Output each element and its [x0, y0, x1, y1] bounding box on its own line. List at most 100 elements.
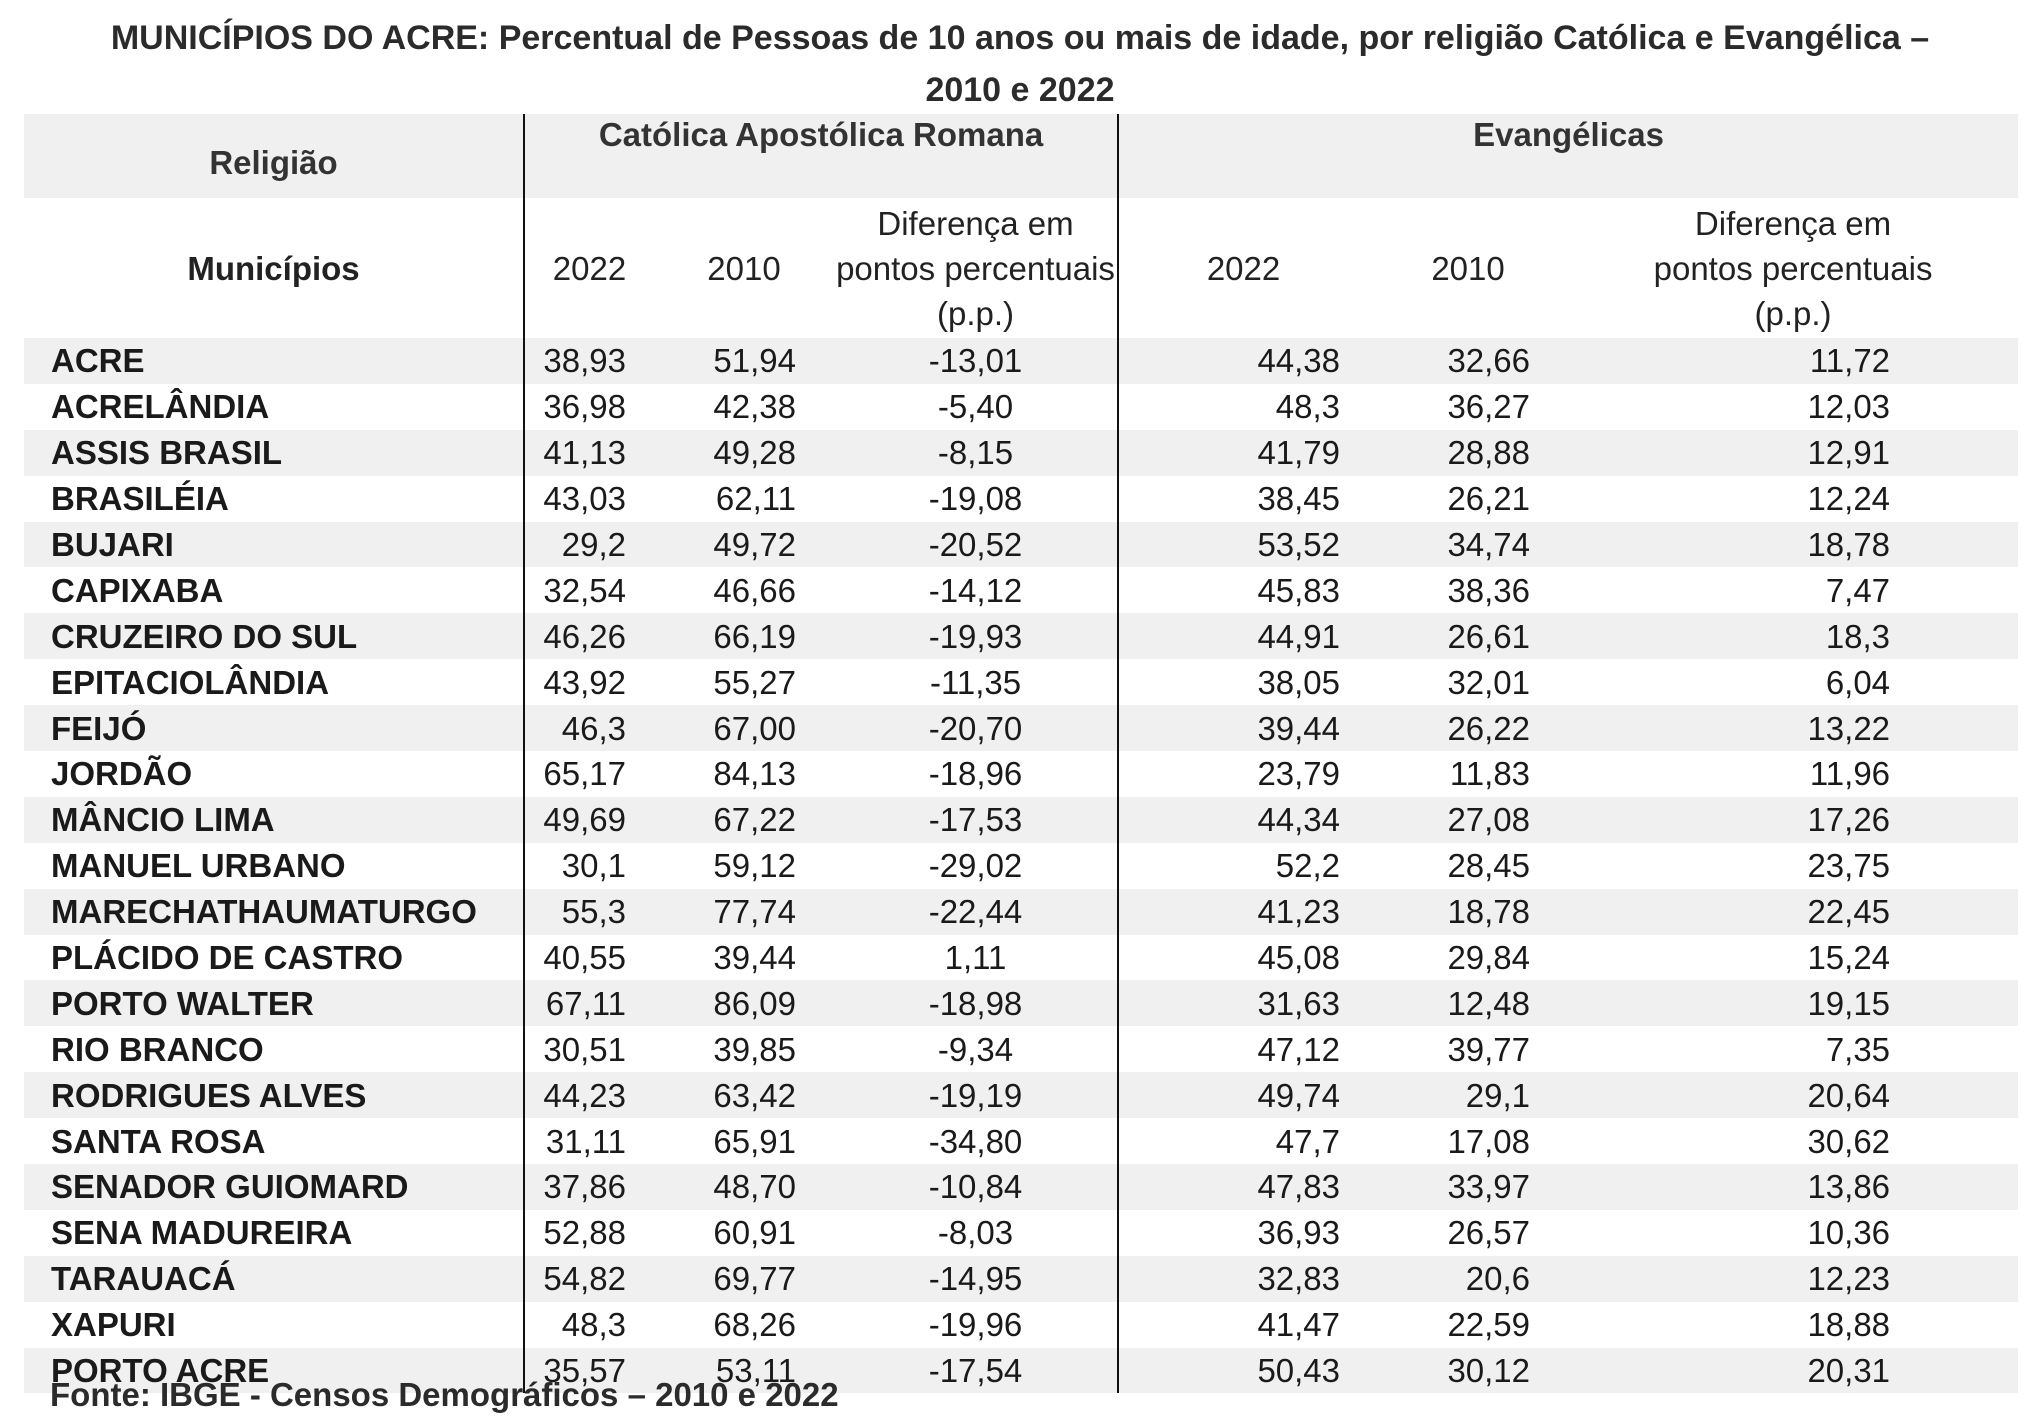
evangelicas-diff-cell: 12,24	[1807, 480, 1891, 518]
table-row: BRASILÉIA 43,03 62,11 -19,08 38,45 26,21 12,24	[24, 475, 2018, 522]
municipio-name: SENADOR GUIOMARD	[24, 1164, 524, 1210]
evangelicas-diff-header: Diferença em pontos percentuais (p.p.)	[1568, 198, 2018, 338]
table-row: CRUZEIRO DO SUL 46,26 66,19 -19,93 44,91 26,6…	[24, 613, 2019, 660]
religiao-header: Religião	[24, 114, 524, 198]
diff-header-line-1: Diferença em	[1694, 204, 1892, 242]
catolica-2022-cell: 43,92	[523, 659, 654, 706]
evangelicas-2022-cell: 23,79	[1117, 751, 1369, 797]
evangelicas-diff-cell: 10,36	[1807, 1214, 1891, 1252]
table-row: MANUEL URBANO 30,1 59,12 -29,02 52,2 28,45 23,…	[24, 842, 2018, 889]
catolica-2022-cell: 44,23	[523, 1072, 654, 1119]
evangelicas-2022-cell: 52,2	[1117, 842, 1369, 889]
municipio-name: CAPIXABA	[51, 571, 224, 609]
evangelicas-2010-cell: 29,1	[1368, 1072, 1569, 1119]
catolica-2010-cell: 46,66	[713, 571, 796, 609]
catolica-diff-cell: -9,34	[937, 1030, 1014, 1068]
evangelicas-diff-cell: 13,22	[1568, 705, 2019, 752]
table-row: PLÁCIDO DE CASTRO 40,55 39,44 1,11 45,08 29,8…	[24, 934, 2018, 981]
catolica-2022-cell: 30,51	[523, 1026, 654, 1073]
evangelicas-2010-cell: 12,48	[1368, 980, 1569, 1027]
evangelicas-2022-cell: 36,93	[1117, 1209, 1369, 1256]
table-row: PORTO ACRE 35,57 53,11 -17,54 50,43 30,12 20,3…	[24, 1347, 2019, 1394]
evangelicas-2022-cell: 38,45	[1117, 475, 1369, 522]
municipio-name: PORTO WALTER	[24, 980, 524, 1027]
catolica-2010-cell: 49,72	[654, 521, 834, 568]
catolica-diff-cell: -10,84	[834, 1164, 1119, 1210]
catolica-2022-cell: 54,82	[523, 1255, 654, 1302]
catolica-2022-cell: 67,11	[523, 980, 654, 1027]
catolica-diff-cell: -22,44	[834, 888, 1119, 935]
catolica-2022-cell: 31,11	[523, 1118, 654, 1165]
header-row-groups: Religião Católica Apostólica Romana Evan…	[24, 114, 2019, 198]
table-row: RODRIGUES ALVES 44,23 63,42 -19,19 49,74 29,1…	[24, 1072, 2019, 1119]
evangelicas-2022-cell: 44,38	[1117, 338, 1369, 384]
diff-header-line-3: (p.p.)	[937, 294, 1015, 332]
table-body: ACRE 38,93 51,94 -13,01 44,38 32,66 11,72 ACREL…	[24, 338, 2019, 1394]
catolica-2010-cell: 49,28	[654, 429, 834, 476]
evangelicas-diff-cell: 18,78	[1568, 521, 2019, 568]
catolica-2022-cell: 43,03	[523, 475, 654, 522]
evangelicas-diff-cell: 17,26	[1568, 796, 2019, 843]
evangelicas-2010-cell: 26,22	[1368, 705, 1569, 752]
catolica-2010-cell: 39,85	[713, 1030, 796, 1068]
evangelicas-2022-cell: 41,79	[1117, 429, 1369, 476]
catolica-diff-cell: -20,52	[834, 521, 1119, 568]
evangelicas-2022-cell: 31,63	[1117, 980, 1369, 1027]
table-row: BUJARI 29,2 49,72 -20,52 53,52 34,74 18,78	[24, 521, 2019, 568]
evangelicas-diff-cell: 11,72	[1568, 338, 2019, 384]
catolica-diff-cell: -14,12	[928, 571, 1023, 609]
evangelicas-2022-cell: 45,08	[1117, 934, 1369, 981]
catolica-2022-cell: 37,86	[523, 1164, 654, 1210]
municipio-name: ASSIS BRASIL	[24, 429, 524, 476]
table-row: MARECHATHAUMATURGO 55,3 77,74 -22,44 41,23 18…	[24, 888, 2019, 935]
table-row: SANTA ROSA 31,11 65,91 -34,80 47,7 17,08 30,62	[24, 1118, 2018, 1165]
catolica-2022-cell: 46,3	[523, 705, 654, 752]
evangelicas-2010-cell: 27,08	[1368, 796, 1569, 843]
religion-table: Religião Católica Apostólica Romana Evan…	[24, 114, 2019, 1394]
evangelicas-2010-cell: 38,36	[1447, 571, 1531, 609]
evangelicas-2022-cell: 38,05	[1117, 659, 1369, 706]
evangelicas-2010-cell: 28,45	[1447, 847, 1531, 885]
catolica-2010-cell: 55,27	[713, 663, 796, 701]
evangelicas-2022-cell: 44,34	[1117, 796, 1369, 843]
catolica-2022-cell: 30,1	[523, 842, 654, 889]
table-row: RIO BRANCO 30,51 39,85 -9,34 47,12 39,77 7,35	[24, 1026, 2018, 1073]
evangelicas-diff-cell: 20,64	[1568, 1072, 2019, 1119]
table-row: EPITACIOLÂNDIA 43,92 55,27 -11,35 38,05 32,01…	[24, 659, 2018, 706]
catolica-2022-cell: 65,17	[523, 751, 654, 797]
evangelicas-2010-cell: 30,12	[1368, 1347, 1569, 1394]
municipio-name: ACRE	[24, 338, 524, 384]
diff-header-line-1: Diferença em	[877, 204, 1074, 242]
catolica-diff-cell: -13,01	[834, 338, 1119, 384]
evangelicas-2010-cell: 26,21	[1447, 480, 1531, 518]
evangelicas-2022-cell: 41,23	[1117, 888, 1369, 935]
catolica-2022-cell: 46,26	[523, 613, 654, 660]
evangelicas-2022-header: 2022	[1117, 198, 1369, 338]
evangelicas-2022-cell: 41,47	[1117, 1301, 1369, 1348]
evangelicas-2022-cell: 47,12	[1117, 1026, 1369, 1073]
catolica-2010-cell: 65,91	[713, 1122, 796, 1160]
municipio-name: FEIJÓ	[24, 705, 524, 752]
municipio-name: RIO BRANCO	[51, 1030, 264, 1068]
catolica-diff-cell: -18,96	[928, 755, 1023, 793]
municipio-name: MARECHATHAUMATURGO	[24, 888, 524, 935]
evangelicas-diff-cell: 20,31	[1568, 1347, 2019, 1394]
diff-header-line-2: pontos percentuais	[1653, 249, 1933, 287]
municipio-name: BRASILÉIA	[51, 480, 229, 518]
catolica-diff-cell: -19,08	[928, 480, 1023, 518]
table-row: ACRE 38,93 51,94 -13,01 44,38 32,66 11,72	[24, 338, 2019, 384]
catolica-2022-cell: 38,93	[523, 338, 654, 384]
catolica-2010-header: 2010	[707, 249, 781, 287]
catolica-2022-cell: 35,57	[523, 1347, 654, 1394]
catolica-diff-header: Diferença em pontos percentuais (p.p.)	[834, 198, 1118, 338]
evangelicas-2010-cell: 22,59	[1447, 1306, 1531, 1344]
source-note: Fonte: IBGE - Censos Demográficos – 2010…	[50, 1376, 839, 1413]
evangelicas-2022-cell: 32,83	[1117, 1255, 1369, 1302]
catolica-2010-cell: 68,26	[713, 1306, 796, 1344]
title-line-2: 2010 e 2022	[925, 71, 1115, 109]
evangelicas-2010-cell: 18,78	[1368, 888, 1569, 935]
table-row: SENADOR GUIOMARD 37,86 48,70 -10,84 47,83 33,…	[24, 1164, 2019, 1210]
table-row: TARAUACÁ 54,82 69,77 -14,95 32,83 20,6 12,23	[24, 1255, 2019, 1302]
evangelicas-group-header: Evangélicas	[1117, 114, 2019, 198]
municipio-name: BUJARI	[24, 521, 524, 568]
